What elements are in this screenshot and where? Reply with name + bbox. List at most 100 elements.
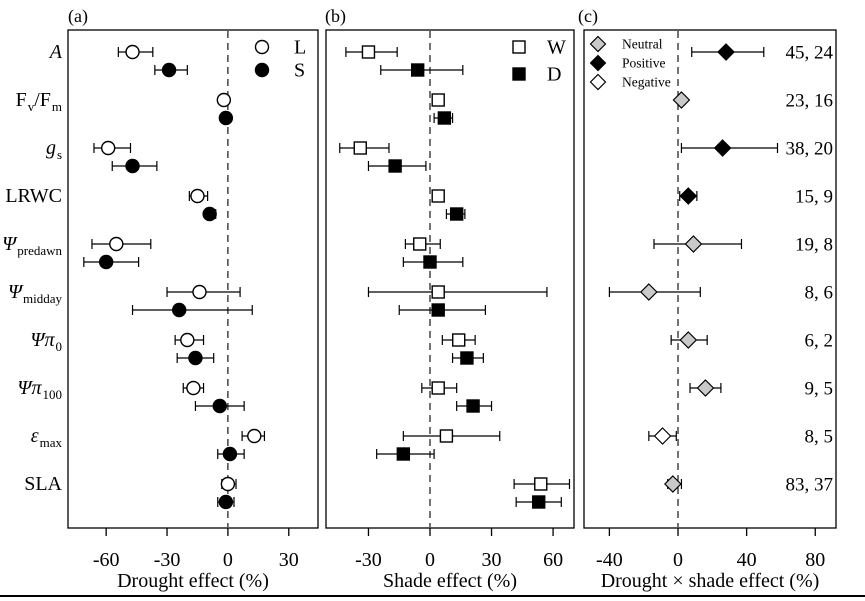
label-subscript: 100	[42, 387, 63, 402]
square-filled-marker	[532, 495, 546, 509]
panel-c-letter: (c)	[578, 6, 598, 27]
square-open-marker	[431, 189, 445, 203]
sample-counts-label: 45, 24	[786, 43, 834, 64]
y-axis-label-a: A	[50, 40, 62, 64]
panel-b-border	[325, 29, 575, 529]
label-subscript: 0	[55, 339, 63, 354]
circle-open-marker	[186, 380, 201, 396]
sample-counts-label: 15, 9	[795, 187, 833, 208]
sample-counts-label: 6, 2	[805, 331, 834, 352]
panel-a-tick-label: -60	[93, 549, 120, 571]
panel-a-x-axis-title: Drought effect (%)	[117, 570, 269, 592]
label-main: A	[49, 41, 62, 63]
panel-b-tick-label: 60	[543, 549, 563, 571]
square-open-marker	[431, 285, 445, 299]
diamond-negative-marker	[589, 73, 607, 91]
y-axis-label-100: Ψπ100	[17, 376, 62, 402]
circle-open-marker	[254, 39, 270, 55]
square-open-marker	[452, 333, 466, 347]
square-open-marker	[353, 141, 367, 155]
square-filled-marker	[388, 159, 402, 173]
circle-filled-marker	[218, 110, 234, 126]
panel-a-border	[67, 29, 319, 529]
circle-open-marker	[247, 428, 262, 444]
panel-b-tick-label: 30	[482, 549, 502, 571]
panel-b-x-axis-title: Shade effect (%)	[383, 570, 517, 592]
sample-counts-label: 38, 20	[786, 139, 834, 160]
label-main: Ψ	[7, 281, 22, 303]
y-axis-label-fvfm: Fv/Fm	[16, 88, 62, 114]
square-open-marker	[439, 429, 454, 443]
label-subscript: midday	[23, 291, 62, 306]
panel-c-tick-label: 40	[737, 549, 757, 571]
square-filled-marker	[437, 111, 452, 125]
panel-a-tick-label: 0	[223, 549, 233, 571]
sample-counts-label: 19, 8	[795, 235, 833, 256]
legend-label-w: W	[547, 37, 566, 59]
square-open-marker	[534, 477, 548, 491]
circle-open-marker	[192, 284, 207, 300]
legend-label-positive: Positive	[622, 56, 666, 71]
diamond-positive-marker	[717, 43, 735, 61]
diamond-neutral-marker	[696, 379, 715, 397]
circle-open-marker	[180, 332, 195, 348]
circle-open-marker	[190, 188, 205, 204]
label-subscript: m	[51, 99, 62, 114]
legend-label-d: D	[547, 64, 561, 86]
circle-open-marker	[100, 140, 116, 156]
y-axis-label-predawn: Ψpredawn	[2, 232, 62, 258]
square-filled-marker	[449, 207, 464, 221]
legend-label-negative: Negative	[622, 75, 671, 90]
square-filled-marker	[396, 447, 411, 461]
sample-counts-label: 8, 5	[805, 427, 834, 448]
label-main: SLA	[24, 473, 62, 495]
panel-b-tick-label: -30	[355, 549, 382, 571]
diamond-positive-marker	[713, 139, 732, 157]
panel-c-border	[583, 29, 837, 529]
square-open-marker	[361, 45, 376, 59]
y-axis-label-max: εmax	[31, 424, 62, 450]
y-axis-label-0: Ψπ0	[30, 328, 62, 354]
circle-filled-marker	[212, 398, 227, 414]
label-main: ε	[30, 425, 39, 447]
sample-counts-label: 9, 5	[805, 379, 834, 400]
panel-c-x-axis-title: Drought × shade effect (%)	[601, 570, 820, 592]
diamond-positive-marker	[679, 187, 698, 205]
circle-filled-marker	[218, 494, 234, 510]
label-main: LRWC	[5, 185, 62, 207]
diamond-negative-marker	[653, 427, 672, 445]
circle-open-marker	[109, 236, 124, 252]
panel-a-letter: (a)	[68, 6, 88, 27]
y-axis-label-gs: gs	[46, 136, 62, 162]
label-main: Ψπ	[30, 329, 55, 351]
y-axis-label-lrwc: LRWC	[5, 184, 62, 208]
square-open-marker	[512, 40, 526, 54]
label-main: Ψπ	[17, 377, 42, 399]
square-filled-marker	[423, 255, 437, 269]
label-main: g	[45, 137, 56, 159]
diamond-neutral-marker	[664, 475, 682, 493]
circle-filled-marker	[254, 62, 270, 78]
panel-c-tick-label: -40	[596, 549, 623, 571]
panel-c-tick-label: 0	[673, 549, 683, 571]
square-open-marker	[413, 237, 427, 251]
circle-filled-marker	[202, 206, 217, 222]
diamond-neutral-marker	[672, 91, 691, 109]
circle-open-marker	[216, 92, 232, 108]
square-open-marker	[431, 93, 445, 107]
label-subscript: v	[27, 99, 35, 114]
circle-filled-marker	[188, 350, 203, 366]
label-subscript: s	[56, 147, 62, 162]
square-filled-marker	[410, 63, 425, 77]
y-axis-label-sla: SLA	[24, 472, 62, 496]
sample-counts-label: 83, 37	[786, 475, 834, 496]
circle-filled-marker	[161, 62, 177, 78]
circle-filled-marker	[172, 302, 187, 318]
circle-filled-marker	[222, 446, 238, 462]
panel-a-tick-label: 30	[279, 549, 299, 571]
circle-open-marker	[220, 476, 236, 492]
circle-filled-marker	[98, 254, 114, 270]
label-subscript: max	[39, 435, 62, 450]
